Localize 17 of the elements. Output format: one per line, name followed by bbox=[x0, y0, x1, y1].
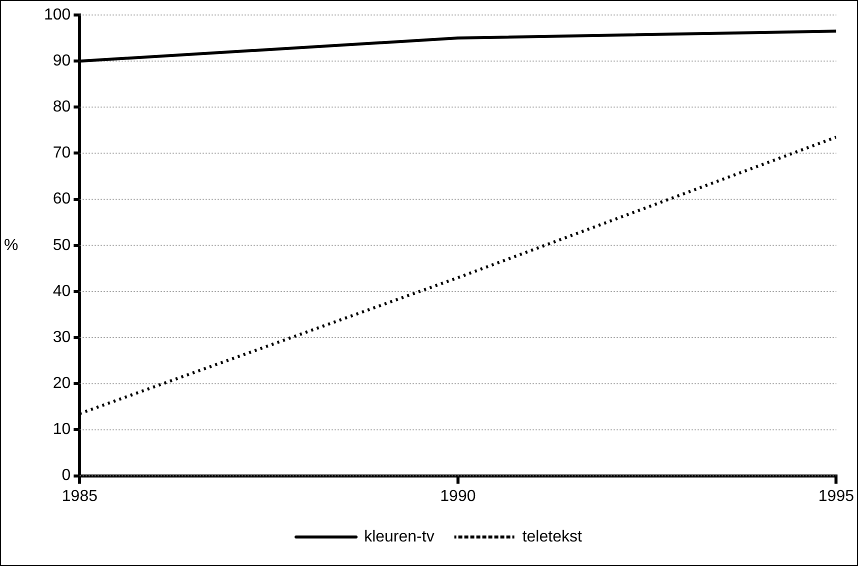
x-tick-label: 1995 bbox=[818, 488, 854, 505]
y-tick-label: 80 bbox=[52, 98, 71, 116]
x-tick-label: 1990 bbox=[440, 488, 476, 505]
x-tick-label: 1985 bbox=[62, 488, 98, 505]
y-tick-label: 20 bbox=[52, 375, 71, 392]
y-tick-label: 10 bbox=[52, 421, 71, 438]
legend-label: kleuren-tv bbox=[364, 528, 434, 546]
y-tick-label: 0 bbox=[62, 467, 71, 484]
y-tick-label: 40 bbox=[52, 282, 71, 300]
y-tick-label: 60 bbox=[52, 190, 71, 208]
y-axis-title: % bbox=[4, 236, 18, 254]
y-tick-label: 100 bbox=[44, 6, 71, 24]
y-tick-label: 50 bbox=[52, 236, 71, 254]
legend-label: teletekst bbox=[522, 528, 582, 546]
y-tick-label: 90 bbox=[52, 52, 71, 70]
y-tick-label: 70 bbox=[52, 144, 71, 162]
y-tick-label: 30 bbox=[52, 328, 71, 346]
